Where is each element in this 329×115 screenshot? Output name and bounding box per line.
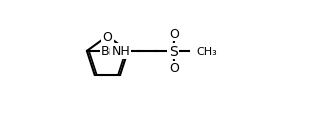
Text: O: O bbox=[170, 28, 180, 41]
Text: NH: NH bbox=[112, 45, 130, 58]
Text: S: S bbox=[169, 45, 178, 58]
Text: Br: Br bbox=[101, 45, 115, 58]
Text: CH₃: CH₃ bbox=[196, 46, 217, 56]
Text: O: O bbox=[170, 62, 180, 75]
Text: O: O bbox=[102, 30, 112, 43]
